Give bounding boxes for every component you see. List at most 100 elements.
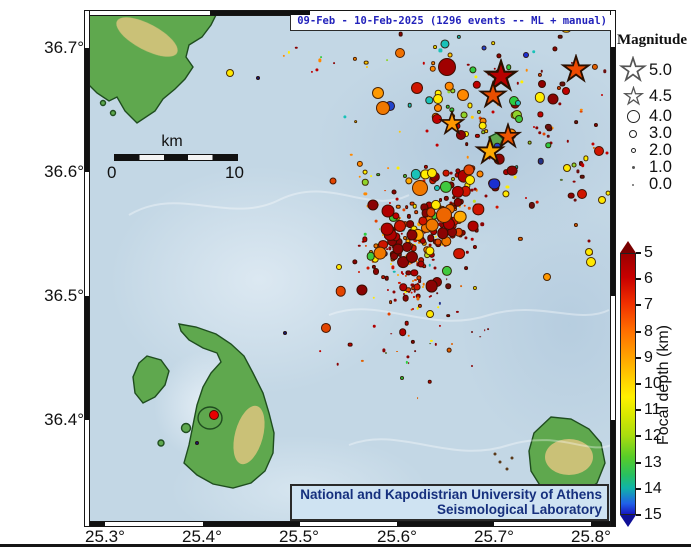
major-event-star-marker xyxy=(477,79,508,115)
colorbar-tick-label: 12 xyxy=(644,427,662,445)
earthquake-marker xyxy=(456,310,459,313)
earthquake-marker xyxy=(393,298,397,302)
earthquake-marker xyxy=(371,86,384,99)
earthquake-marker xyxy=(560,178,563,182)
earthquake-marker xyxy=(294,46,298,49)
map-frame-right xyxy=(611,11,615,526)
colorbar-tick xyxy=(636,461,641,464)
earthquake-marker xyxy=(506,64,512,70)
earthquake-marker xyxy=(413,295,416,298)
earthquake-marker xyxy=(425,246,435,256)
earthquake-marker xyxy=(472,245,477,250)
earthquake-marker xyxy=(480,222,484,226)
earthquake-marker xyxy=(429,294,432,297)
earthquake-marker xyxy=(576,169,580,174)
earthquake-marker xyxy=(454,210,467,224)
earthquake-marker xyxy=(410,282,414,287)
earthquake-marker xyxy=(491,110,495,114)
earthquake-marker xyxy=(498,460,502,464)
earthquake-marker xyxy=(574,120,578,124)
colorbar-tick-label: 7 xyxy=(644,296,653,314)
earthquake-marker xyxy=(406,214,412,219)
magnitude-circle-icon xyxy=(617,183,649,186)
earthquake-marker xyxy=(580,108,583,112)
earthquake-marker xyxy=(432,93,443,104)
colorbar-tick xyxy=(636,330,641,333)
earthquake-marker xyxy=(563,164,572,173)
earthquake-marker xyxy=(385,352,388,355)
earthquake-marker xyxy=(472,80,481,89)
magnitude-legend-value: 1.0 xyxy=(649,158,672,176)
magnitude-circle-icon xyxy=(617,166,649,169)
magnitude-legend-row: 1.0 xyxy=(617,158,691,176)
earthquake-marker xyxy=(421,286,424,289)
earthquake-marker xyxy=(436,292,439,295)
earthquake-marker xyxy=(444,244,447,247)
earthquake-points-layer xyxy=(89,15,611,523)
earthquake-marker xyxy=(443,169,450,177)
earthquake-marker xyxy=(361,359,364,363)
magnitude-legend: Magnitude 5.0 4.5 4.0 3.0 2.0 1.0 0.0 xyxy=(617,32,691,193)
colorbar-tick-label: 10 xyxy=(644,375,662,392)
lon-tick-label: 25.6° xyxy=(377,527,417,546)
earthquake-marker xyxy=(412,203,417,209)
major-event-star-marker xyxy=(438,108,466,142)
earthquake-marker xyxy=(370,174,373,177)
earthquake-marker xyxy=(540,69,544,73)
earthquake-marker xyxy=(502,190,510,198)
earthquake-marker xyxy=(318,58,322,62)
lat-tick-label: 36.4° xyxy=(44,410,84,429)
earthquake-marker xyxy=(579,110,583,113)
colorbar-arrow-top xyxy=(620,241,636,253)
earthquake-marker xyxy=(407,103,412,108)
earthquake-marker xyxy=(388,300,393,304)
earthquake-marker xyxy=(396,204,401,209)
earthquake-marker xyxy=(446,313,450,318)
earthquake-marker xyxy=(282,54,285,58)
earthquake-marker xyxy=(532,49,536,54)
earthquake-marker xyxy=(455,130,466,141)
colorbar-tick xyxy=(636,304,641,307)
earthquake-marker xyxy=(479,336,481,338)
island-ios xyxy=(89,15,217,124)
map-frame-bottom xyxy=(85,522,615,526)
earthquake-marker xyxy=(416,296,420,301)
earthquake-marker xyxy=(453,198,462,207)
colorbar-tick xyxy=(636,356,641,359)
magnitude-star-icon xyxy=(617,86,649,107)
earthquake-marker xyxy=(353,119,358,124)
earthquake-marker xyxy=(431,61,435,66)
earthquake-marker xyxy=(470,237,474,241)
earthquake-marker xyxy=(336,263,343,270)
magnitude-legend-value: 5.0 xyxy=(649,60,672,79)
earthquake-marker xyxy=(463,204,467,207)
earthquake-marker xyxy=(556,85,561,90)
earthquake-marker xyxy=(422,283,425,286)
earthquake-marker xyxy=(283,330,288,335)
earthquake-marker xyxy=(481,45,487,51)
earthquake-marker xyxy=(447,90,451,94)
earthquake-marker xyxy=(321,323,332,334)
magnitude-legend-row: 3.0 xyxy=(617,124,691,142)
earthquake-marker xyxy=(388,246,392,250)
earthquake-marker xyxy=(364,244,367,247)
colorbar-tick xyxy=(636,383,641,385)
earthquake-marker xyxy=(506,165,518,176)
earthquake-marker xyxy=(547,134,550,138)
colorbar-tick xyxy=(636,278,641,281)
earthquake-marker xyxy=(562,86,571,95)
earthquake-marker xyxy=(466,155,470,159)
earthquake-marker xyxy=(481,130,485,134)
earthquake-marker xyxy=(591,142,595,146)
earthquake-marker xyxy=(367,199,379,211)
earthquake-marker xyxy=(431,258,435,262)
earthquake-marker xyxy=(353,56,358,61)
earthquake-marker xyxy=(395,350,398,353)
lon-tick-label: 25.5° xyxy=(279,527,319,546)
earthquake-marker xyxy=(559,81,565,87)
scale-bar-unit: km xyxy=(161,133,183,150)
earthquake-marker xyxy=(579,174,585,180)
earthquake-marker xyxy=(391,189,397,195)
earthquake-marker xyxy=(446,348,452,353)
earthquake-marker xyxy=(476,109,481,114)
